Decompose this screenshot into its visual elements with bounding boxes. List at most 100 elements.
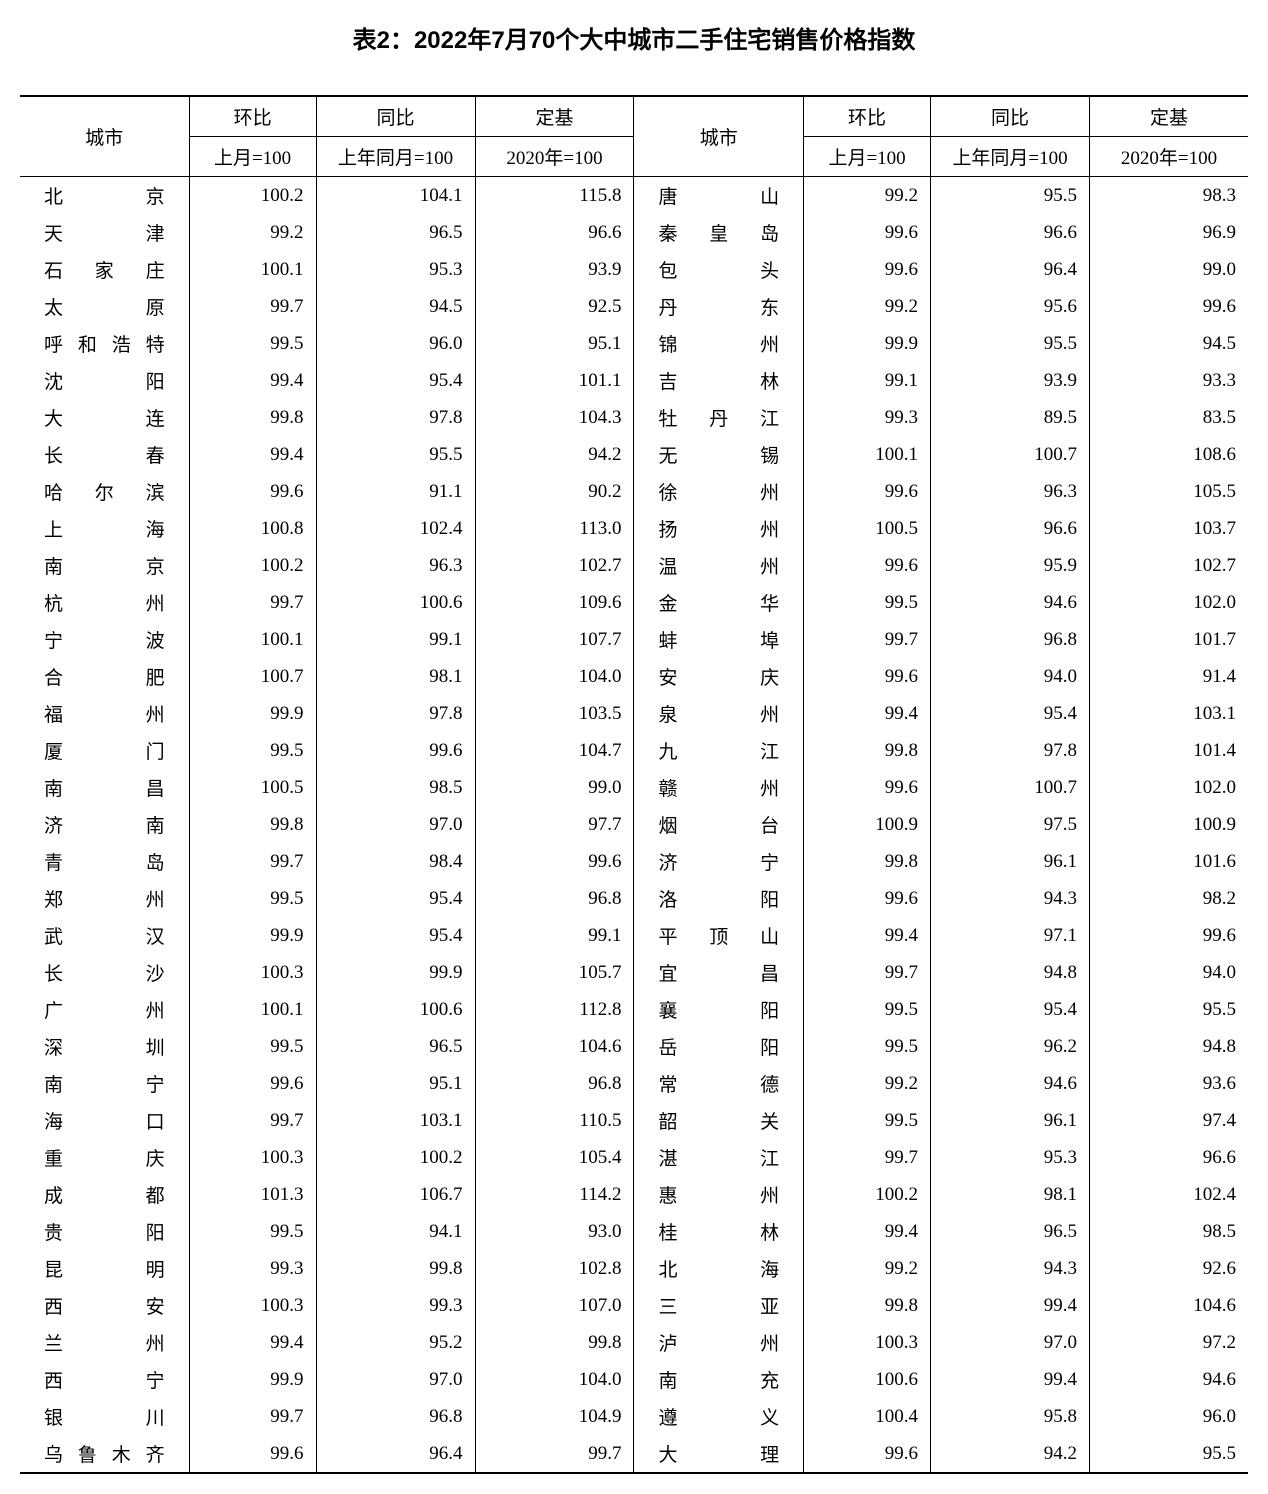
value-yoy: 100.7 xyxy=(931,436,1090,473)
city-name-right: 南充 xyxy=(634,1361,804,1398)
table-row: 昆明99.399.8102.8北海99.294.392.6 xyxy=(20,1250,1248,1287)
value-yoy: 95.4 xyxy=(931,695,1090,732)
city-name-left: 石家庄 xyxy=(20,251,189,288)
value-mom: 99.3 xyxy=(189,1250,316,1287)
value-base: 101.1 xyxy=(475,362,634,399)
value-base: 95.5 xyxy=(1089,991,1248,1028)
value-yoy: 96.6 xyxy=(931,510,1090,547)
value-mom: 99.6 xyxy=(804,880,931,917)
value-base: 97.7 xyxy=(475,806,634,843)
value-yoy: 95.4 xyxy=(316,880,475,917)
value-base: 93.0 xyxy=(475,1213,634,1250)
city-name-left: 合肥 xyxy=(20,658,189,695)
value-base: 100.9 xyxy=(1089,806,1248,843)
value-mom: 99.8 xyxy=(804,732,931,769)
subheader-yoy-right: 上年同月=100 xyxy=(931,137,1090,177)
city-name-right: 韶关 xyxy=(634,1102,804,1139)
value-mom: 100.2 xyxy=(189,547,316,584)
city-name-left: 兰州 xyxy=(20,1324,189,1361)
value-base: 102.8 xyxy=(475,1250,634,1287)
value-mom: 99.8 xyxy=(804,1287,931,1324)
city-name-right: 蚌埠 xyxy=(634,621,804,658)
value-mom: 100.1 xyxy=(189,251,316,288)
value-mom: 100.9 xyxy=(804,806,931,843)
city-name-right: 扬州 xyxy=(634,510,804,547)
value-yoy: 96.2 xyxy=(931,1028,1090,1065)
value-base: 103.5 xyxy=(475,695,634,732)
city-name-left: 沈阳 xyxy=(20,362,189,399)
city-name-left: 乌鲁木齐 xyxy=(20,1435,189,1473)
value-base: 112.8 xyxy=(475,991,634,1028)
value-mom: 100.2 xyxy=(804,1176,931,1213)
value-mom: 100.5 xyxy=(189,769,316,806)
header-city-right: 城市 xyxy=(634,96,804,177)
value-mom: 100.3 xyxy=(189,1139,316,1176)
value-yoy: 94.6 xyxy=(931,1065,1090,1102)
value-base: 104.9 xyxy=(475,1398,634,1435)
table-row: 大连99.897.8104.3牡丹江99.389.583.5 xyxy=(20,399,1248,436)
table-row: 合肥100.798.1104.0安庆99.694.091.4 xyxy=(20,658,1248,695)
value-mom: 99.8 xyxy=(804,843,931,880)
value-base: 105.4 xyxy=(475,1139,634,1176)
city-name-right: 平顶山 xyxy=(634,917,804,954)
value-mom: 99.2 xyxy=(804,177,931,215)
value-yoy: 96.4 xyxy=(931,251,1090,288)
city-name-left: 太原 xyxy=(20,288,189,325)
value-yoy: 97.0 xyxy=(316,806,475,843)
table-row: 长沙100.399.9105.7宜昌99.794.894.0 xyxy=(20,954,1248,991)
value-yoy: 94.3 xyxy=(931,880,1090,917)
value-mom: 99.7 xyxy=(189,1102,316,1139)
value-yoy: 96.3 xyxy=(316,547,475,584)
value-yoy: 98.1 xyxy=(316,658,475,695)
city-name-left: 南京 xyxy=(20,547,189,584)
value-yoy: 104.1 xyxy=(316,177,475,215)
value-base: 115.8 xyxy=(475,177,634,215)
city-name-right: 丹东 xyxy=(634,288,804,325)
city-name-left: 长沙 xyxy=(20,954,189,991)
value-yoy: 96.0 xyxy=(316,325,475,362)
table-row: 南京100.296.3102.7温州99.695.9102.7 xyxy=(20,547,1248,584)
subheader-base-left: 2020年=100 xyxy=(475,137,634,177)
table-row: 上海100.8102.4113.0扬州100.596.6103.7 xyxy=(20,510,1248,547)
table-row: 海口99.7103.1110.5韶关99.596.197.4 xyxy=(20,1102,1248,1139)
value-yoy: 96.5 xyxy=(316,214,475,251)
table-row: 宁波100.199.1107.7蚌埠99.796.8101.7 xyxy=(20,621,1248,658)
value-mom: 99.7 xyxy=(804,954,931,991)
value-base: 102.0 xyxy=(1089,769,1248,806)
value-yoy: 95.4 xyxy=(316,362,475,399)
value-base: 104.7 xyxy=(475,732,634,769)
table-row: 南昌100.598.599.0赣州99.6100.7102.0 xyxy=(20,769,1248,806)
value-mom: 99.6 xyxy=(189,473,316,510)
value-yoy: 100.6 xyxy=(316,991,475,1028)
value-mom: 99.4 xyxy=(189,362,316,399)
value-mom: 99.7 xyxy=(804,621,931,658)
city-name-right: 安庆 xyxy=(634,658,804,695)
value-yoy: 94.2 xyxy=(931,1435,1090,1473)
city-name-right: 无锡 xyxy=(634,436,804,473)
value-mom: 99.8 xyxy=(189,399,316,436)
value-mom: 99.5 xyxy=(804,584,931,621)
value-mom: 100.5 xyxy=(804,510,931,547)
value-yoy: 96.8 xyxy=(316,1398,475,1435)
value-yoy: 103.1 xyxy=(316,1102,475,1139)
value-mom: 100.1 xyxy=(804,436,931,473)
value-base: 94.5 xyxy=(1089,325,1248,362)
city-name-right: 锦州 xyxy=(634,325,804,362)
city-name-right: 遵义 xyxy=(634,1398,804,1435)
city-name-right: 金华 xyxy=(634,584,804,621)
value-base: 99.8 xyxy=(475,1324,634,1361)
value-yoy: 91.1 xyxy=(316,473,475,510)
city-name-right: 九江 xyxy=(634,732,804,769)
value-yoy: 95.8 xyxy=(931,1398,1090,1435)
value-yoy: 100.6 xyxy=(316,584,475,621)
value-base: 105.7 xyxy=(475,954,634,991)
value-base: 104.6 xyxy=(1089,1287,1248,1324)
value-mom: 100.1 xyxy=(189,991,316,1028)
value-mom: 99.6 xyxy=(804,547,931,584)
value-base: 99.1 xyxy=(475,917,634,954)
value-base: 99.6 xyxy=(1089,917,1248,954)
table-row: 广州100.1100.6112.8襄阳99.595.495.5 xyxy=(20,991,1248,1028)
table-row: 西宁99.997.0104.0南充100.699.494.6 xyxy=(20,1361,1248,1398)
city-name-right: 包头 xyxy=(634,251,804,288)
value-base: 92.6 xyxy=(1089,1250,1248,1287)
